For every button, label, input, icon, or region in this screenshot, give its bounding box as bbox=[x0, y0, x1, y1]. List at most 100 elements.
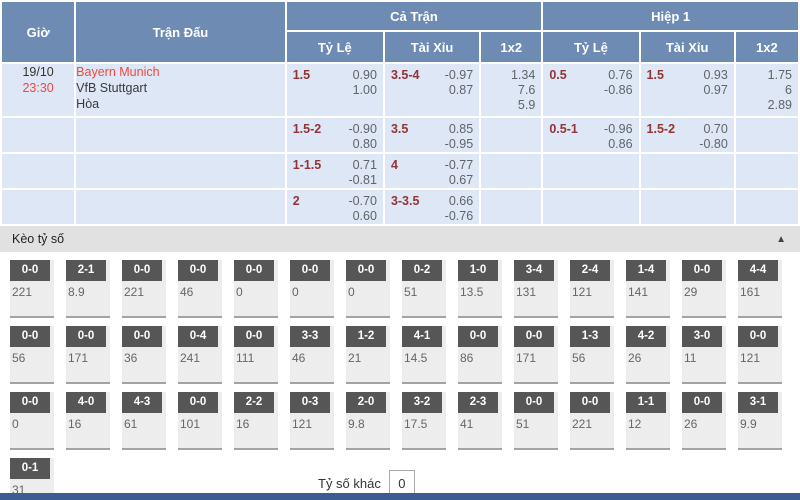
odds-price[interactable]: 0.70 bbox=[703, 122, 728, 136]
score-button[interactable]: 3-3 bbox=[290, 326, 330, 347]
score-button[interactable]: 0-0 bbox=[178, 392, 218, 413]
score-button[interactable]: 0-0 bbox=[10, 260, 50, 281]
score-odds: 11 bbox=[684, 351, 697, 365]
score-button[interactable]: 0-0 bbox=[682, 260, 722, 281]
odds-price[interactable]: -0.77 bbox=[444, 158, 474, 172]
odds-price[interactable]: 0.71 bbox=[352, 158, 377, 172]
home-team[interactable]: Bayern Munich bbox=[76, 65, 160, 79]
odds-price[interactable]: 0.66 bbox=[448, 194, 474, 208]
odds-price[interactable]: 2.89 bbox=[767, 98, 792, 112]
score-odds: 12 bbox=[628, 417, 642, 431]
odds-price[interactable]: 0.76 bbox=[608, 68, 633, 82]
score-button[interactable]: 3-2 bbox=[402, 392, 442, 413]
score-cell: 2-2 16 bbox=[234, 392, 278, 450]
score-odds: 171 bbox=[516, 351, 537, 365]
odds-price[interactable]: 0.87 bbox=[448, 83, 474, 97]
score-odds: 16 bbox=[236, 417, 250, 431]
odds-price[interactable]: -0.80 bbox=[699, 137, 728, 151]
score-cell: 4-0 16 bbox=[66, 392, 110, 450]
score-button[interactable]: 1-2 bbox=[346, 326, 386, 347]
odds-price[interactable]: 0.90 bbox=[352, 68, 377, 82]
score-button[interactable]: 1-4 bbox=[626, 260, 666, 281]
header-time: Giờ bbox=[2, 2, 75, 62]
full-handicap-cell: 1-1.5 0.71 -0.81 bbox=[286, 154, 383, 188]
odds-price[interactable]: -0.81 bbox=[348, 173, 377, 187]
score-odds: 141 bbox=[628, 285, 649, 299]
odds-price[interactable]: -0.76 bbox=[444, 209, 474, 223]
score-button[interactable]: 3-1 bbox=[738, 392, 778, 413]
score-button[interactable]: 0-0 bbox=[738, 326, 778, 347]
score-button[interactable]: 1-3 bbox=[570, 326, 610, 347]
score-button[interactable]: 2-2 bbox=[234, 392, 274, 413]
score-button[interactable]: 3-0 bbox=[682, 326, 722, 347]
score-odds: 241 bbox=[180, 351, 201, 365]
score-button[interactable]: 0-0 bbox=[570, 392, 610, 413]
collapse-up-icon[interactable]: ▲ bbox=[776, 233, 786, 245]
score-button[interactable]: 4-3 bbox=[122, 392, 162, 413]
score-cell: 3-2 17.5 bbox=[402, 392, 446, 450]
odds-price[interactable]: 0.85 bbox=[448, 122, 474, 136]
score-odds: 29 bbox=[684, 285, 698, 299]
odds-price[interactable]: 0.60 bbox=[352, 209, 377, 223]
score-odds: 111 bbox=[236, 351, 255, 365]
score-button[interactable]: 2-1 bbox=[66, 260, 106, 281]
score-button[interactable]: 4-4 bbox=[738, 260, 778, 281]
away-team[interactable]: VfB Stuttgart bbox=[76, 81, 148, 95]
score-button[interactable]: 0-0 bbox=[122, 260, 162, 281]
odds-price[interactable]: 0.80 bbox=[352, 137, 377, 151]
odds-price[interactable]: -0.90 bbox=[348, 122, 377, 136]
score-button[interactable]: 0-0 bbox=[514, 392, 554, 413]
score-button[interactable]: 0-0 bbox=[234, 260, 274, 281]
score-button[interactable]: 0-0 bbox=[10, 326, 50, 347]
odds-price[interactable]: 0.97 bbox=[703, 83, 728, 97]
score-button[interactable]: 1-1 bbox=[626, 392, 666, 413]
header-group-full-match: Cả Trận bbox=[286, 2, 542, 30]
full-handicap-cell: 1.5-2 -0.90 0.80 bbox=[286, 118, 383, 152]
draw-label[interactable]: Hòa bbox=[76, 97, 100, 111]
score-button[interactable]: 0-0 bbox=[10, 392, 50, 413]
handicap-line: 1-1.5 bbox=[292, 158, 322, 172]
score-button[interactable]: 0-2 bbox=[402, 260, 442, 281]
score-button[interactable]: 4-1 bbox=[402, 326, 442, 347]
score-button[interactable]: 3-4 bbox=[514, 260, 554, 281]
score-button[interactable]: 4-0 bbox=[66, 392, 106, 413]
odds-price[interactable]: 1.34 bbox=[510, 68, 536, 82]
score-button[interactable]: 2-3 bbox=[458, 392, 498, 413]
score-button[interactable]: 2-4 bbox=[570, 260, 610, 281]
score-button[interactable]: 0-0 bbox=[66, 326, 106, 347]
odds-price[interactable]: 1.00 bbox=[352, 83, 377, 97]
score-cell: 0-0 0 bbox=[10, 392, 54, 450]
odds-price[interactable]: 0.86 bbox=[608, 137, 633, 151]
score-button[interactable]: 0-3 bbox=[290, 392, 330, 413]
score-button[interactable]: 0-1 bbox=[10, 458, 50, 479]
odds-price[interactable]: 1.75 bbox=[767, 68, 792, 82]
odds-price[interactable]: 7.6 bbox=[517, 83, 536, 97]
score-button[interactable]: 0-0 bbox=[178, 260, 218, 281]
score-odds: 221 bbox=[12, 285, 33, 299]
score-button[interactable]: 0-0 bbox=[458, 326, 498, 347]
odds-price[interactable]: 5.9 bbox=[517, 98, 536, 112]
score-button[interactable]: 0-4 bbox=[178, 326, 218, 347]
odds-price[interactable]: -0.97 bbox=[444, 68, 474, 82]
odds-price[interactable]: -0.86 bbox=[604, 83, 633, 97]
score-button[interactable]: 0-0 bbox=[122, 326, 162, 347]
empty-cell bbox=[481, 190, 542, 224]
score-button[interactable]: 0-0 bbox=[682, 392, 722, 413]
score-button[interactable]: 1-0 bbox=[458, 260, 498, 281]
odds-price[interactable]: 0.93 bbox=[703, 68, 728, 82]
other-score-input[interactable] bbox=[388, 470, 415, 496]
score-section-header[interactable]: Kèo tỷ số ▲ bbox=[0, 226, 800, 252]
odds-price[interactable]: -0.70 bbox=[348, 194, 377, 208]
overunder-line: 3.5 bbox=[390, 122, 409, 136]
odds-price[interactable]: -0.95 bbox=[444, 137, 474, 151]
score-button[interactable]: 0-0 bbox=[514, 326, 554, 347]
odds-price[interactable]: 6 bbox=[785, 83, 792, 97]
score-button[interactable]: 4-2 bbox=[626, 326, 666, 347]
score-button[interactable]: 2-0 bbox=[346, 392, 386, 413]
score-button[interactable]: 0-0 bbox=[234, 326, 274, 347]
score-cell: 0-0 221 bbox=[10, 260, 54, 318]
odds-price[interactable]: 0.67 bbox=[448, 173, 474, 187]
score-button[interactable]: 0-0 bbox=[346, 260, 386, 281]
odds-price[interactable]: -0.96 bbox=[604, 122, 633, 136]
score-button[interactable]: 0-0 bbox=[290, 260, 330, 281]
